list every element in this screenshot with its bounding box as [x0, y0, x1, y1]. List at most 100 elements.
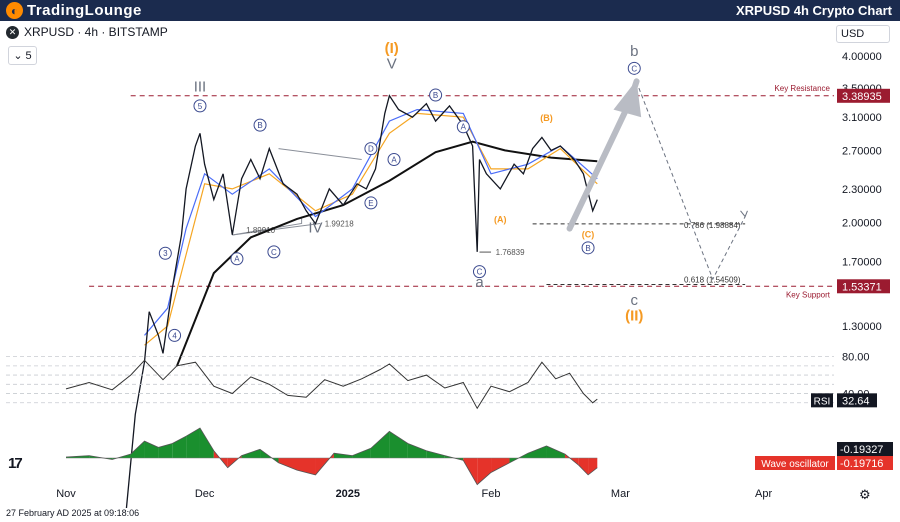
wave-label: c	[631, 292, 639, 309]
moving-average-orange-line	[144, 112, 598, 346]
currency-selector[interactable]: USD	[836, 25, 890, 43]
wave-circle-label: B	[433, 91, 438, 100]
wave-circle-marker	[429, 88, 443, 102]
wave-circle-label: B	[585, 244, 590, 253]
xrp-coin-icon: ✕	[6, 25, 19, 39]
wave-circle-label: 3	[163, 249, 168, 258]
rsi-label-badge	[811, 393, 833, 408]
wave-circle-label: C	[271, 248, 277, 257]
oscillator-area-segment	[426, 450, 445, 458]
tradingview-logo-icon: 17	[8, 455, 23, 472]
wave-label: (II)	[625, 308, 643, 325]
rsi-tick-label: 80.00	[842, 352, 870, 364]
oscillator-area-segment	[158, 443, 173, 458]
moving-average-slow-line	[175, 140, 598, 367]
oscillator-area-segment	[389, 431, 408, 458]
wave-circle-marker	[387, 152, 401, 166]
oscillator-value-badge-2	[837, 456, 893, 470]
wave-circle-marker	[168, 328, 182, 342]
oscillator-value-1: -0.19327	[840, 444, 883, 456]
oscillator-area-segment	[370, 431, 390, 458]
oscillator-area-segment	[546, 445, 565, 458]
upper-triangle-line	[278, 148, 362, 160]
oscillator-area-segment	[578, 458, 589, 475]
wave-circle-label: E	[368, 199, 373, 208]
oscillator-area-segment	[477, 458, 492, 485]
wave-circle-marker	[158, 246, 172, 260]
oscillator-area-segment	[144, 441, 159, 458]
oscillator-value-2: -0.19716	[840, 458, 883, 470]
oscillator-area-segment	[241, 449, 261, 458]
wave-circle-label: C	[631, 64, 637, 73]
wave-circle-marker	[472, 265, 486, 279]
symbol-label: XRPUSD · 4h · BITSTAMP	[24, 25, 168, 39]
oscillator-label: Wave oscillator	[761, 459, 829, 470]
support-price-label: 1.53371	[842, 281, 882, 293]
resistance-price-badge	[837, 88, 890, 103]
low-label-2: 1.99218	[325, 219, 354, 228]
oscillator-area-segment	[199, 428, 214, 458]
wave-circle-marker	[581, 241, 595, 255]
wave-label: V	[387, 55, 397, 72]
wave-label: (C)	[582, 229, 595, 239]
wave-label: (I)	[385, 40, 399, 57]
oscillator-area-segment	[333, 453, 353, 458]
wave-circle-marker	[193, 99, 207, 113]
price-series-line	[125, 94, 598, 508]
fib-618-label: 0.618 (1.54509)	[684, 276, 741, 285]
indicators-toggle-button[interactable]: ⌄ 5	[8, 46, 37, 65]
projection-path	[638, 87, 746, 281]
oscillator-area-segment	[352, 448, 371, 458]
wave-label: (A)	[494, 215, 507, 225]
wave-circle-marker	[267, 245, 281, 259]
currency-label: USD	[841, 28, 865, 40]
header-bar: ◐ TradingLounge XRPUSD 4h Crypto Chart	[0, 0, 900, 21]
wave-circle-label: D	[368, 145, 374, 154]
time-tick-label: Apr	[755, 488, 772, 500]
projection-arrow-tip	[740, 210, 748, 218]
price-tick-label: 4.00000	[842, 51, 882, 63]
wave-circle-marker	[627, 61, 641, 75]
oscillator-area-segment	[186, 428, 200, 458]
wave-circle-marker	[364, 196, 378, 210]
price-tick-label: 1.70000	[842, 257, 882, 269]
wave-label: b	[630, 43, 638, 60]
key-resistance-label: Key Resistance	[774, 84, 830, 93]
symbol-legend[interactable]: ✕ XRPUSD · 4h · BITSTAMP	[6, 25, 168, 39]
wave-label: III	[194, 79, 207, 96]
rsi-value-badge	[837, 393, 877, 408]
oscillator-area-segment	[528, 445, 547, 458]
page-title: XRPUSD 4h Crypto Chart	[735, 3, 892, 18]
low-label-3: 1.76839	[496, 248, 525, 257]
price-tick-label: 2.30000	[842, 184, 882, 196]
gear-icon[interactable]: ⚙	[859, 487, 871, 502]
support-price-badge	[837, 279, 890, 294]
indicator-count: 5	[25, 49, 32, 62]
price-tick-label: 2.70000	[842, 145, 882, 157]
wave-circle-marker	[230, 252, 244, 266]
key-support-label: Key Support	[786, 290, 831, 299]
wave-circle-label: A	[234, 255, 240, 264]
fib-786-label: 0.786 (1.98884)	[684, 221, 741, 230]
wave-circle-label: C	[477, 268, 483, 277]
timestamp: 27 February AD 2025 at 09:18:06	[6, 508, 140, 518]
wave-label: (B)	[540, 113, 553, 123]
wave-circle-label: 4	[172, 331, 177, 340]
oscillator-area-segment	[588, 458, 598, 475]
oscillator-area-segment	[407, 443, 427, 458]
resistance-price-label: 3.38935	[842, 91, 882, 103]
price-tick-label: 1.30000	[842, 321, 882, 333]
wave-label: IV	[308, 219, 322, 236]
lower-triangle-line	[232, 222, 321, 236]
oscillator-area-segment	[278, 458, 297, 471]
moving-average-blue-line	[144, 108, 598, 336]
wave-circle-label: 5	[198, 102, 203, 111]
oscillator-area-segment	[297, 458, 316, 475]
wave-circle-marker	[456, 120, 470, 134]
price-tick-label: 3.10000	[842, 112, 882, 124]
price-tick-label: 2.00000	[842, 218, 882, 230]
rsi-value: 32.64	[842, 395, 870, 407]
rsi-line	[65, 359, 598, 410]
chart-canvas[interactable]: 4.000003.500003.100002.700002.300002.000…	[0, 21, 900, 508]
oscillator-area-segment	[172, 436, 187, 458]
